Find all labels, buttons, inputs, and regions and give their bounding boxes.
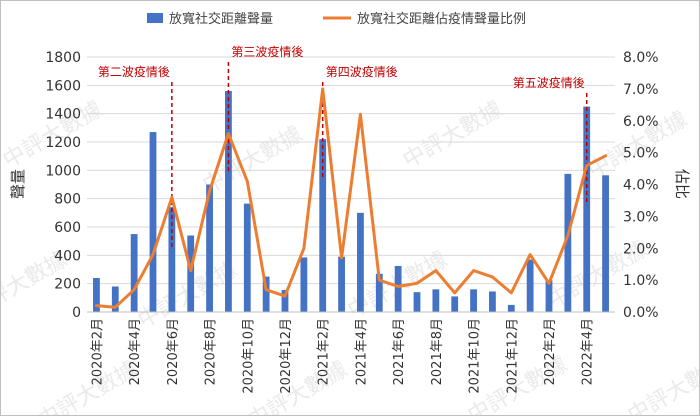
axes: 0 200 400 600 800 1000 1200 1400 1600 1800 0.0% 1.0… (9, 50, 691, 394)
bar (470, 289, 477, 312)
x-tick-label: 2020年6月 (166, 318, 181, 385)
bar (545, 280, 553, 312)
left-tick-label: 1800 (45, 50, 81, 66)
left-tick-label: 400 (54, 248, 81, 264)
watermark-text: 中評大數據 (199, 122, 307, 199)
right-tick-label: 1.0% (623, 273, 659, 289)
bar (225, 91, 232, 312)
bar (489, 291, 496, 312)
annotation-label: 第三波疫情後 (231, 44, 303, 59)
x-tick-label: 2021年6月 (392, 318, 407, 385)
left-tick-label: 1400 (45, 107, 81, 123)
x-tick-label: 2022年2月 (543, 318, 558, 385)
right-tick-label: 4.0% (623, 178, 659, 194)
right-tick-label: 2.0% (623, 241, 659, 257)
left-axis-title: 聲量 (9, 169, 27, 199)
bar (338, 256, 345, 312)
bar (111, 286, 119, 312)
right-tick-label: 5.0% (623, 146, 659, 162)
annotation-label: 第五波疫情後 (513, 75, 585, 90)
right-tick-label: 6.0% (623, 114, 659, 130)
right-tick-label: 0.0% (623, 305, 659, 321)
bar (413, 292, 421, 312)
bar (507, 304, 515, 312)
bar (432, 289, 440, 312)
x-tick-label: 2020年2月 (90, 318, 105, 385)
left-tick-label: 800 (54, 192, 81, 208)
watermark-text: 中評大數據 (34, 357, 142, 415)
bar (564, 173, 572, 312)
bar (300, 257, 308, 312)
x-tick-label: 2021年2月 (317, 318, 332, 385)
right-tick-label: 8.0% (623, 50, 659, 66)
x-tick-label: 2022年4月 (581, 318, 596, 385)
legend-label-line: 放寬社交距離佔疫情聲量比例 (357, 11, 526, 27)
bar (206, 184, 213, 312)
bar (526, 259, 534, 312)
bar (583, 106, 591, 312)
x-tick-label: 2020年12月 (279, 318, 294, 394)
x-tick-label: 2021年12月 (505, 318, 520, 394)
bar (319, 139, 327, 312)
x-tick-label: 2020年4月 (128, 318, 143, 385)
legend-swatch-bar (147, 13, 163, 23)
left-tick-label: 1000 (45, 163, 81, 179)
x-tick-label: 2020年8月 (204, 318, 219, 385)
line-series (94, 87, 608, 309)
left-tick-label: 200 (54, 277, 81, 293)
x-tick-label: 2021年8月 (430, 318, 445, 385)
bar (93, 278, 100, 312)
watermark-text: 中評大數據 (244, 357, 352, 415)
bar (357, 212, 364, 312)
bar (602, 175, 609, 312)
bar (130, 234, 138, 312)
left-tick-label: 1600 (45, 78, 81, 94)
right-tick-label: 3.0% (623, 209, 659, 225)
watermark-text: 中評大數據 (624, 352, 699, 415)
right-tick-label: 7.0% (623, 82, 659, 98)
right-axis-title: 佔比 (673, 169, 691, 199)
legend-label-bar: 放寬社交距離聲量 (169, 11, 273, 27)
bar (187, 235, 195, 312)
annotation-label: 第四波疫情後 (326, 64, 398, 79)
bar (375, 273, 383, 312)
bar (149, 132, 157, 312)
left-tick-label: 600 (54, 220, 81, 236)
bar (451, 296, 459, 312)
legend: 放寬社交距離聲量 放寬社交距離佔疫情聲量比例 (147, 11, 526, 27)
bar (394, 265, 402, 312)
watermark-text: 中評大數據 (399, 97, 507, 174)
bar (168, 207, 176, 312)
left-tick-label: 1200 (45, 135, 81, 151)
series-line (94, 87, 608, 309)
bar (281, 290, 289, 312)
x-tick-label: 2020年10月 (241, 318, 256, 394)
x-tick-label: 2021年10月 (468, 318, 483, 394)
annotation-label: 第二波疫情後 (98, 64, 170, 79)
bar-series (93, 91, 609, 312)
x-tick-label: 2021年4月 (354, 318, 369, 385)
bar (243, 203, 251, 312)
left-tick-label: 0 (72, 305, 81, 321)
bar (262, 276, 270, 312)
